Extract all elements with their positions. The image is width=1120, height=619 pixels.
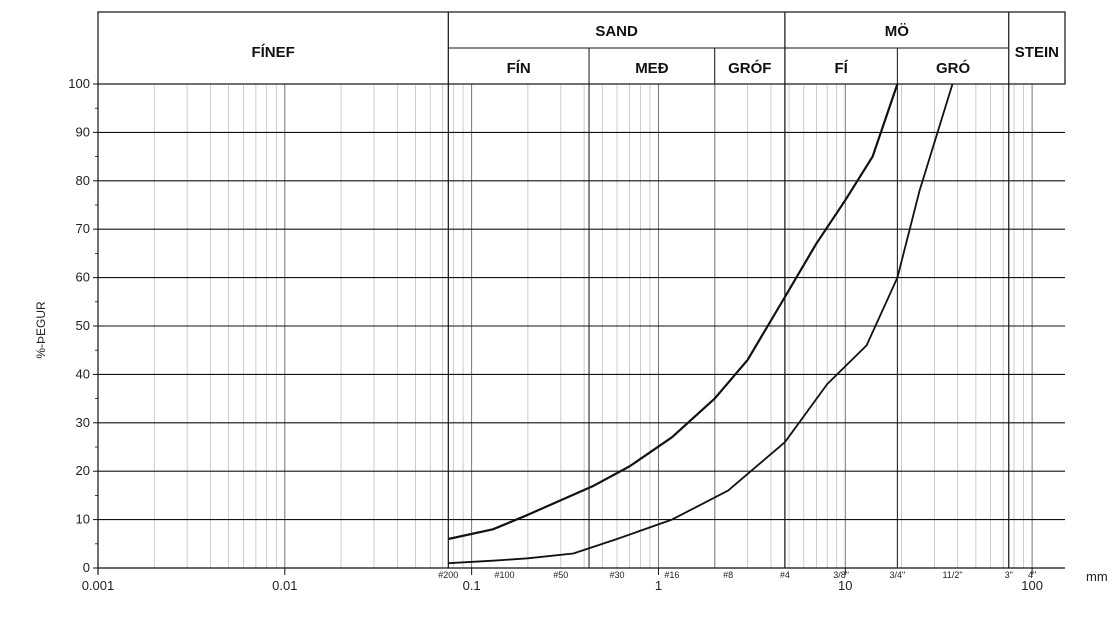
- zone-label: FÍNEF: [251, 44, 294, 61]
- sieve-label: #50: [553, 570, 568, 580]
- zone-label: SAND: [595, 23, 638, 40]
- sieve-label: 11/2": [942, 570, 962, 580]
- sieve-label: 3/8": [833, 570, 849, 580]
- x-tick-label: 100: [1021, 578, 1043, 593]
- y-tick-label: 100: [68, 76, 90, 91]
- sieve-label: #100: [495, 570, 515, 580]
- x-tick-label: 10: [838, 578, 852, 593]
- x-tick-label: 0.1: [463, 578, 481, 593]
- sieve-label: #8: [723, 570, 733, 580]
- x-tick-label: 0.01: [272, 578, 297, 593]
- subzone-label: GRÓF: [728, 59, 771, 77]
- y-tick-label: 0: [83, 560, 90, 575]
- subzone-label: MEÐ: [635, 60, 669, 77]
- y-tick-label: 10: [76, 512, 90, 527]
- y-tick-label: 20: [76, 463, 90, 478]
- y-tick-label: 60: [76, 270, 90, 285]
- y-tick-label: 70: [76, 221, 90, 236]
- x-tick-label: 1: [655, 578, 662, 593]
- chart-grid: [97, 83, 1065, 574]
- sieve-label: 3/4": [889, 570, 905, 580]
- zone-label: MÖ: [885, 23, 909, 40]
- y-tick-label: 30: [76, 415, 90, 430]
- x-tick-label: 0.001: [82, 578, 115, 593]
- series-lines: [448, 83, 954, 565]
- subzone-label: FÍN: [507, 60, 531, 77]
- y-tick-label: 80: [76, 173, 90, 188]
- chart-header: FÍNEF SAND MÖ STEIN FÍN MEÐ GRÓF FÍ GRÓ: [97, 11, 1066, 568]
- subzone-label: GRÓ: [936, 59, 971, 77]
- x-axis-unit-label: mm: [1086, 569, 1108, 584]
- sieve-label: #4: [780, 570, 790, 580]
- sieve-label: 4": [1028, 570, 1036, 580]
- x-axis-ticks: 0.001 0.01 0.1 1 10 100: [82, 568, 1043, 593]
- y-tick-label: 40: [76, 366, 90, 381]
- sieve-label: #30: [610, 570, 625, 580]
- y-axis-label: %-ÞEGUR: [34, 301, 48, 359]
- y-tick-label: 90: [76, 124, 90, 139]
- gradation-curve-1: [448, 83, 899, 541]
- y-tick-label: 50: [76, 318, 90, 333]
- y-axis-ticks: 0 10 20 30 40 50 60 70 80 90 100: [68, 76, 98, 575]
- gradation-curve-2: [448, 83, 954, 565]
- sieve-label: #200: [438, 570, 458, 580]
- sieve-labels: #200 #100 #50 #30 #16 #8 #4 3/8" 3/4" 11/2" 3" 4": [438, 570, 1036, 580]
- subzone-label: FÍ: [834, 60, 848, 77]
- zone-label: STEIN: [1015, 44, 1059, 61]
- sieve-label: 3": [1005, 570, 1013, 580]
- sieve-label: #16: [664, 570, 679, 580]
